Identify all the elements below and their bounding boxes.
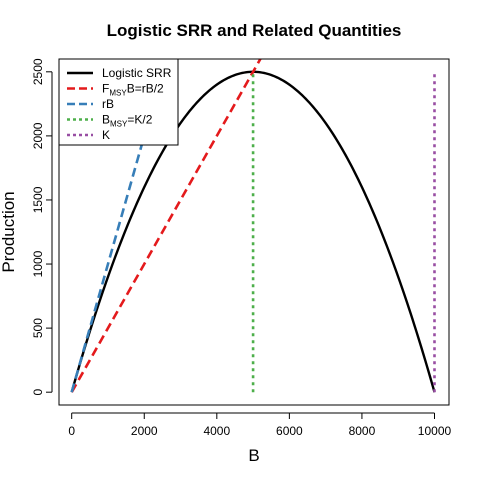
legend-label-logistic: Logistic SRR <box>102 66 172 80</box>
x-tick-label: 4000 <box>203 424 230 438</box>
x-tick-label: 8000 <box>349 424 376 438</box>
plot-content <box>70 59 436 393</box>
y-tick-label: 1000 <box>31 250 45 277</box>
legend-label-bmsy: BMSY=K/2 <box>102 113 153 129</box>
x-tick-label: 6000 <box>276 424 303 438</box>
legend: Logistic SRR FMSYB=rB/2rB BMSY=K/2K <box>58 58 179 146</box>
x-tick-label: 10000 <box>418 424 452 438</box>
legend-box <box>58 58 179 146</box>
series-rb-line <box>70 135 146 393</box>
legend-label-rb: rB <box>102 97 114 111</box>
y-tick-label: 500 <box>31 318 45 338</box>
y-tick-label: 2500 <box>31 58 45 85</box>
legend-label-k: K <box>102 128 110 142</box>
x-tick-label: 0 <box>68 424 75 438</box>
axes: 0 2000 4000 6000 8000 10000 0 500 1000 1500 2000 25… <box>31 58 451 438</box>
x-axis-label: B <box>248 446 259 465</box>
x-tick-label: 2000 <box>131 424 158 438</box>
chart-title: Logistic SRR and Related Quantities <box>107 21 402 40</box>
series-fmsy-line <box>70 59 262 393</box>
plot-frame <box>58 58 450 406</box>
y-axis-label: Production <box>0 191 18 272</box>
y-tick-label: 1500 <box>31 186 45 213</box>
y-tick-label: 0 <box>31 389 45 396</box>
legend-label-fmsy: FMSYB=rB/2 <box>102 82 164 98</box>
y-tick-label: 2000 <box>31 122 45 149</box>
